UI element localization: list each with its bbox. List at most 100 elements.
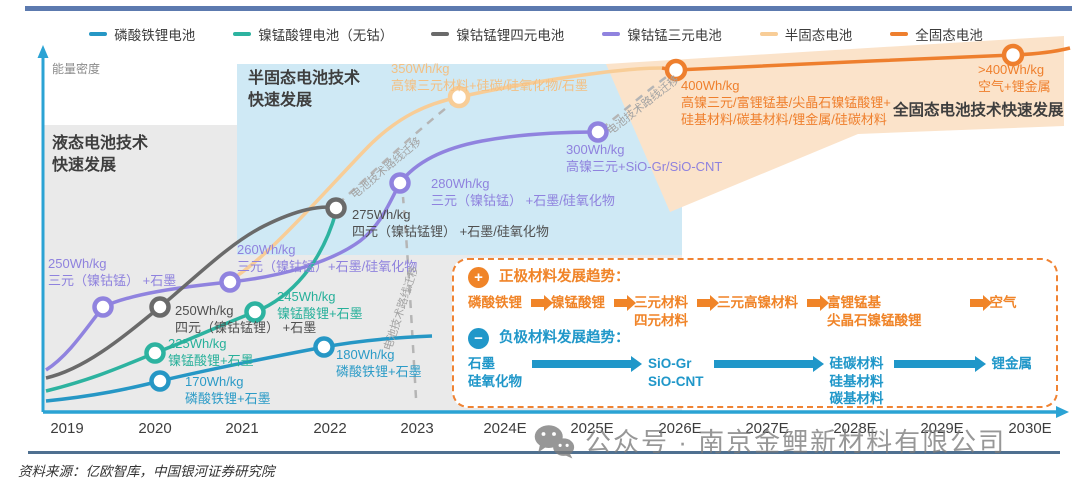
data-label-quad-250: 250Wh/kg 四元（镍钴锰锂） +石墨 (175, 303, 317, 335)
x-axis-arrow-icon (1056, 406, 1069, 418)
legend-label: 镍钴锰锂四元电池 (456, 28, 565, 43)
arrow-right-icon (893, 356, 986, 372)
x-tick-2025e: 2025E (570, 420, 614, 437)
arrow-right-icon (532, 356, 642, 372)
data-label-lnmo-245: 245Wh/kg 镍锰酸锂+石墨 (277, 289, 363, 321)
bottom-divider (28, 451, 1060, 454)
y-axis-label: 能量密度 (52, 62, 101, 76)
legend-item-quad: 镍钴锰锂四元电池 (431, 24, 564, 44)
legend-swatch-solid (890, 32, 909, 36)
migration-arrow-1 (337, 100, 456, 205)
marker-lfp-170 (149, 370, 171, 392)
x-tick-2020: 2020 (138, 420, 172, 437)
marker-semi-350 (447, 85, 471, 109)
legend-item-lfp: 磷酸铁锂电池 (89, 24, 195, 44)
legend-swatch-ncm (602, 32, 621, 36)
marker-lnmo-245 (244, 301, 266, 323)
data-label-ncm-260: 260Wh/kg 三元（镍钴锰）+石墨/硅氧化物 (237, 242, 418, 274)
legend-label: 镍锰酸锂电池（无钴） (258, 28, 394, 43)
marker-quad-250 (149, 296, 171, 318)
legend: 磷酸铁锂电池 镍锰酸锂电池（无钴） 镍钴锰锂四元电池 镍钴锰三元电池 半固态电池… (0, 24, 1072, 44)
data-label-lfp-170: 170Wh/kg 磷酸铁锂+石墨 (185, 374, 271, 406)
x-tick-2027e: 2027E (745, 420, 789, 437)
line-lnmo (45, 211, 338, 393)
x-tick-2030e: 2030E (1008, 420, 1052, 437)
migration-arrow-2 (600, 73, 670, 130)
region-label-semi: 半固态电池技术 快速发展 (248, 70, 361, 110)
legend-label: 半固态电池 (784, 28, 853, 43)
legend-label: 磷酸铁锂电池 (114, 28, 196, 43)
cathode-step: 空气 (989, 295, 1017, 310)
line-lfp (45, 334, 433, 403)
anode-step: 硅碳材料 硅基材料 碳基材料 (829, 356, 884, 407)
cathode-step: 富锂锰基 尖晶石镍锰酸锂 (827, 295, 922, 328)
marker-ncm-300 (587, 121, 609, 143)
data-label-ncm-300: 300Wh/kg 高镍三元+SiO-Gr/SiO-CNT (566, 142, 723, 174)
marker-solid-400plus (1001, 43, 1025, 67)
arrow-right-icon (807, 295, 829, 311)
region-all-solid (606, 36, 1064, 212)
data-label-solid-400: 400Wh/kg 高镍三元/富锂锰基/尖晶石镍锰酸锂+ 硅基材料/碳基材料/锂金属/… (681, 78, 891, 127)
cathode-step: 三元材料 四元材料 (634, 295, 688, 328)
region-label-liquid: 液态电池技术 快速发展 (52, 135, 149, 175)
top-divider (25, 6, 1072, 11)
data-label-lnmo-225: 225Wh/kg 镍锰酸锂+石墨 (168, 336, 254, 368)
cathode-trend-title: 正极材料发展趋势： (499, 269, 630, 285)
x-tick-2026e: 2026E (658, 420, 702, 437)
cathode-step: 三元高镍材料 (717, 295, 798, 310)
legend-item-lnmo: 镍锰酸锂电池（无钴） (233, 24, 393, 44)
region-label-solid: 全固态电池技术快速发展 (893, 102, 1064, 119)
cathode-trend-chain: 磷酸铁锂 镍锰酸锂 三元材料 四元材料 三元高镍材料 富锂锰基 尖晶石镍锰酸锂 空气 (468, 294, 1048, 329)
legend-label: 全固态电池 (915, 28, 983, 43)
x-tick-2019: 2019 (50, 420, 84, 437)
anode-step: SiO-Gr SiO-CNT (648, 356, 704, 389)
x-tick-2022: 2022 (313, 420, 347, 437)
legend-swatch-semi (759, 32, 778, 36)
source-note: 资料来源：亿欧智库，中国银河证券研究院 (18, 464, 275, 479)
marker-ncm-260 (219, 271, 241, 293)
x-tick-2021: 2021 (225, 420, 259, 437)
cathode-step: 镍锰酸锂 (551, 295, 605, 310)
plus-icon: + (468, 267, 489, 288)
legend-label: 镍钴锰三元电池 (627, 28, 722, 43)
marker-lnmo-225 (144, 342, 166, 364)
data-label-ncm-280: 280Wh/kg 三元（镍钴锰） +石墨/硅氧化物 (431, 176, 615, 208)
anode-step: 石墨 硅氧化物 (468, 356, 522, 389)
line-quad (45, 205, 337, 380)
marker-ncm-250 (92, 296, 114, 318)
legend-item-solid: 全固态电池 (890, 24, 983, 44)
anode-trend-chain: 石墨 硅氧化物 SiO-Gr SiO-CNT 硅碳材料 硅基材料 碳基材料 锂金属 (468, 355, 1048, 408)
x-tick-2023: 2023 (400, 420, 434, 437)
watermark: 公众号 · 南京金鲤新材料有限公司 (533, 422, 1006, 459)
anode-title-row: − 负极材料发展趋势： (468, 328, 1048, 349)
material-trend-box: + 正极材料发展趋势： 磷酸铁锂 镍锰酸锂 三元材料 四元材料 三元高镍材料 富锂… (452, 258, 1058, 408)
legend-swatch-quad (431, 32, 450, 36)
legend-swatch-lnmo (233, 32, 252, 36)
data-label-quad-275: 275Wh/kg 四元（镍钴锰锂） +石墨/硅氧化物 (352, 207, 549, 239)
wechat-icon (534, 424, 575, 458)
data-label-semi-350: 350Wh/kg 高镍三元材料+硅碳/硅氧化物/石墨 (391, 61, 588, 93)
cathode-step: 磷酸铁锂 (468, 295, 522, 310)
x-tick-2029e: 2029E (920, 420, 964, 437)
cathode-title-row: + 正极材料发展趋势： (468, 267, 1048, 288)
marker-ncm-280 (389, 172, 411, 194)
y-axis-arrow-icon (37, 45, 49, 58)
legend-item-semi: 半固态电池 (759, 24, 853, 44)
legend-swatch-lfp (89, 32, 108, 36)
x-tick-2028e: 2028E (833, 420, 877, 437)
arrow-right-icon (713, 356, 824, 372)
arrow-right-icon (697, 295, 719, 311)
minus-icon: − (468, 328, 489, 349)
marker-solid-400 (664, 58, 688, 82)
watermark-text: 公众号 · 南京金鲤新材料有限公司 (585, 427, 1007, 457)
anode-trend-title: 负极材料发展趋势： (499, 330, 630, 346)
arrow-right-icon (614, 295, 636, 311)
data-label-solid-400plus: >400Wh/kg 空气+锂金属 (978, 62, 1051, 94)
legend-item-ncm: 镍钴锰三元电池 (602, 24, 722, 44)
data-label-ncm-250: 250Wh/kg 三元（镍钴锰） +石墨 (48, 256, 177, 288)
marker-lfp-180 (313, 336, 335, 358)
anode-step: 锂金属 (991, 356, 1033, 371)
marker-quad-275 (325, 197, 347, 219)
arrow-right-icon (531, 295, 553, 311)
